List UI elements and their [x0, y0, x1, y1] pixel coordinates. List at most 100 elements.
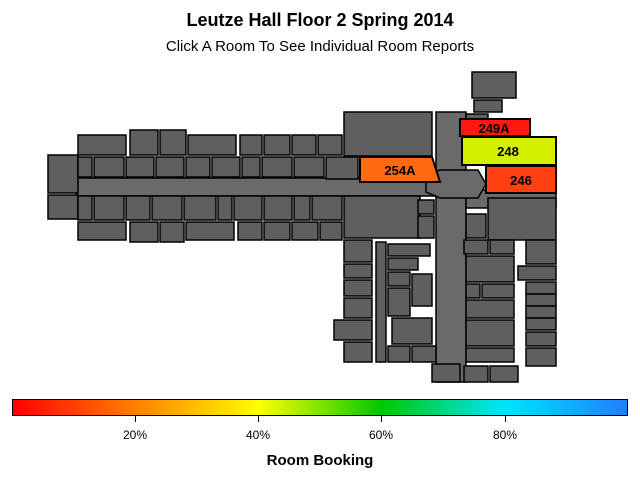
room[interactable] [77, 134, 127, 156]
room[interactable] [77, 156, 93, 178]
room[interactable] [465, 299, 515, 319]
room[interactable] [387, 271, 411, 287]
room-249a-label: 249A [478, 121, 510, 136]
room[interactable] [263, 195, 293, 221]
room[interactable] [291, 221, 319, 241]
booked-rooms: 249A 248 246 254A [359, 118, 557, 194]
room[interactable] [261, 156, 293, 178]
room[interactable] [263, 221, 291, 241]
room[interactable] [465, 319, 515, 347]
legend-tick-label: 80% [492, 428, 518, 442]
room[interactable] [525, 293, 557, 307]
room[interactable] [241, 156, 261, 178]
room[interactable] [187, 134, 237, 156]
room[interactable] [183, 195, 217, 221]
room[interactable] [465, 213, 487, 239]
room[interactable] [343, 195, 421, 239]
room[interactable] [387, 243, 431, 257]
room[interactable] [319, 221, 343, 241]
room-254a[interactable] [359, 156, 442, 183]
room[interactable] [481, 283, 515, 299]
legend-tick-label: 40% [245, 428, 271, 442]
room[interactable] [411, 273, 433, 307]
room[interactable] [487, 197, 557, 241]
room[interactable] [343, 341, 373, 363]
room[interactable] [525, 331, 557, 347]
room[interactable] [263, 134, 291, 156]
room[interactable] [343, 111, 433, 157]
room[interactable] [125, 156, 155, 178]
room[interactable] [343, 263, 373, 279]
room[interactable] [317, 134, 343, 156]
legend-tick-label: 60% [368, 428, 394, 442]
legend-tick-label: 20% [122, 428, 148, 442]
room[interactable] [291, 134, 317, 156]
room[interactable] [129, 129, 159, 156]
room[interactable] [375, 241, 387, 363]
room[interactable] [47, 154, 79, 194]
room[interactable] [343, 239, 373, 263]
legend-tick [381, 416, 382, 422]
room[interactable] [311, 195, 343, 221]
room[interactable] [125, 195, 151, 221]
room[interactable] [343, 279, 373, 297]
room[interactable] [343, 297, 373, 319]
room[interactable] [93, 195, 125, 221]
room[interactable] [525, 317, 557, 331]
room-248[interactable] [461, 136, 557, 166]
room[interactable] [237, 221, 263, 241]
room-248-label: 248 [497, 144, 519, 159]
room[interactable] [233, 195, 263, 221]
room[interactable] [387, 345, 411, 363]
room[interactable] [391, 317, 433, 345]
room[interactable] [217, 195, 233, 221]
room[interactable] [517, 265, 557, 281]
central-hub [425, 169, 487, 199]
room[interactable] [463, 239, 489, 255]
room[interactable] [47, 194, 79, 220]
room[interactable] [525, 281, 557, 295]
room[interactable] [525, 305, 557, 319]
room[interactable] [239, 134, 263, 156]
room-246[interactable] [485, 165, 557, 194]
map-title: Leutze Hall Floor 2 Spring 2014 [186, 10, 454, 30]
room-246-label: 246 [510, 173, 532, 188]
room[interactable] [417, 199, 435, 215]
room[interactable] [525, 347, 557, 367]
room[interactable] [159, 221, 185, 243]
room[interactable] [151, 195, 183, 221]
room[interactable] [471, 71, 517, 99]
room[interactable] [473, 99, 503, 113]
room[interactable] [155, 156, 185, 178]
room[interactable] [387, 287, 411, 317]
room[interactable] [159, 129, 187, 156]
room[interactable] [293, 195, 311, 221]
room-254a-label: 254A [384, 163, 416, 178]
legend-tick [135, 416, 136, 422]
room[interactable] [211, 156, 241, 178]
room[interactable] [77, 195, 93, 221]
room[interactable] [465, 347, 515, 363]
room[interactable] [431, 363, 461, 383]
room[interactable] [293, 156, 325, 178]
room[interactable] [489, 365, 519, 383]
legend-title: Room Booking [266, 452, 374, 469]
legend-tick [505, 416, 506, 422]
room[interactable] [325, 156, 359, 180]
room[interactable] [77, 221, 127, 241]
room[interactable] [489, 239, 515, 255]
room[interactable] [465, 283, 481, 299]
room[interactable] [463, 365, 489, 383]
room[interactable] [417, 215, 435, 239]
room[interactable] [333, 319, 373, 341]
room[interactable] [129, 221, 159, 243]
room[interactable] [465, 255, 515, 283]
room[interactable] [185, 221, 235, 241]
room[interactable] [387, 257, 419, 271]
room[interactable] [525, 239, 557, 265]
central-block-rooms [343, 71, 557, 265]
room[interactable] [411, 345, 437, 363]
legend-tick [258, 416, 259, 422]
room[interactable] [93, 156, 125, 178]
room[interactable] [185, 156, 211, 178]
